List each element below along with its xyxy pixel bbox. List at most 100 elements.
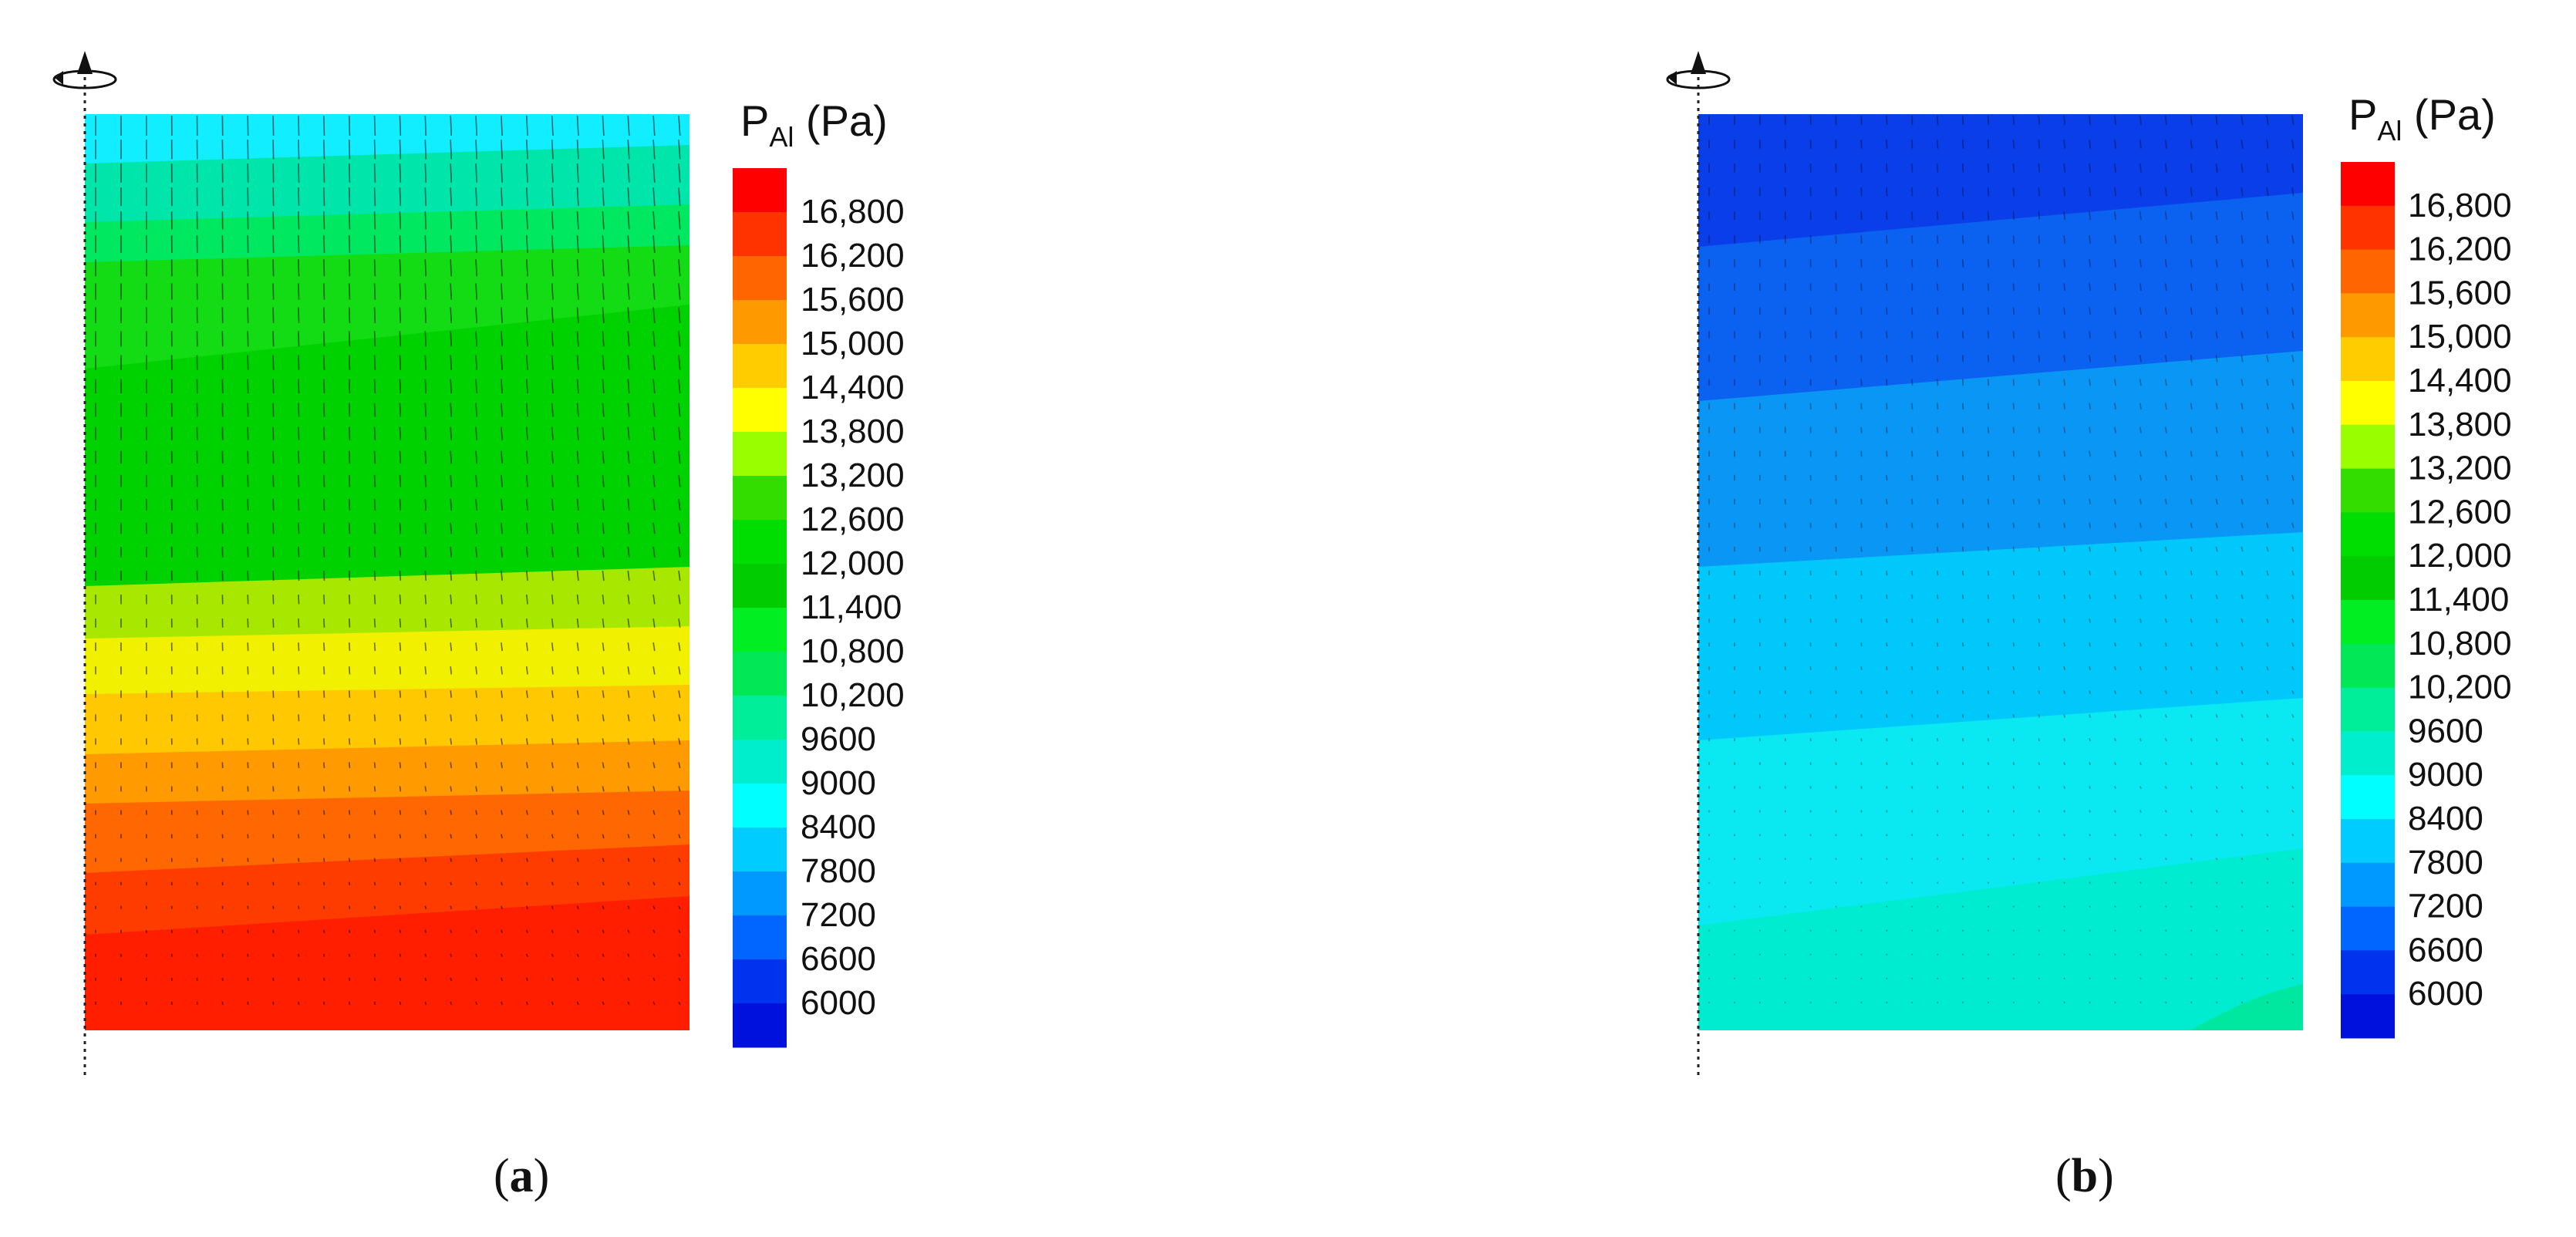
velocity-vector [298, 211, 300, 230]
velocity-vector [348, 331, 351, 347]
velocity-vector [2266, 810, 2269, 813]
velocity-vector [678, 163, 681, 183]
velocity-vector [525, 403, 528, 417]
velocity-vector [551, 474, 554, 487]
velocity-vector [2190, 786, 2193, 789]
velocity-vector [475, 474, 477, 487]
velocity-vector [602, 977, 605, 982]
velocity-vector [2114, 403, 2116, 410]
velocity-vector [323, 595, 325, 605]
velocity-vector [1987, 905, 1990, 908]
velocity-vector [475, 283, 477, 300]
velocity-vector [298, 595, 300, 605]
velocity-vector [551, 1001, 554, 1006]
velocity-vector [1937, 403, 1939, 410]
colorbar-tick-label: 8400 [2408, 800, 2483, 838]
velocity-vector [2241, 307, 2244, 315]
velocity-vector [2215, 594, 2218, 599]
velocity-vector [2291, 450, 2294, 457]
velocity-vector [678, 403, 681, 417]
velocity-vector [652, 355, 656, 370]
velocity-vector [2266, 570, 2269, 576]
velocity-vector [526, 858, 528, 862]
velocity-vector [2089, 834, 2091, 837]
velocity-vector [2241, 187, 2244, 197]
velocity-vector [272, 977, 275, 981]
velocity-vector [2012, 139, 2015, 149]
velocity-vector [1886, 235, 1888, 244]
velocity-vector [551, 163, 554, 183]
velocity-vector [2241, 929, 2244, 932]
velocity-vector [272, 355, 275, 370]
velocity-vector [1937, 929, 1939, 932]
velocity-vector [1961, 953, 1964, 956]
velocity-vector [424, 235, 427, 253]
velocity-vector [348, 522, 351, 534]
contour-band [85, 245, 690, 369]
velocity-vector [2241, 235, 2244, 244]
velocity-vector [1911, 115, 1913, 126]
velocity-vector [2012, 1001, 2015, 1004]
contour-band [85, 567, 690, 639]
contour-band [1698, 698, 2303, 926]
velocity-vector [2063, 283, 2066, 292]
velocity-vector [1911, 403, 1913, 410]
velocity-vector [652, 1001, 656, 1006]
velocity-vector [298, 953, 300, 957]
velocity-vector [348, 259, 351, 277]
velocity-vector [424, 307, 427, 323]
velocity-vector [298, 666, 300, 675]
velocity-vector [450, 259, 453, 277]
velocity-vector [475, 426, 477, 440]
velocity-vector [2089, 810, 2091, 813]
velocity-vector [1886, 140, 1888, 149]
velocity-vector [652, 331, 656, 347]
velocity-vector [652, 522, 656, 534]
velocity-vector [424, 834, 427, 839]
velocity-vector [1987, 1001, 1990, 1004]
velocity-vector [2089, 235, 2091, 244]
velocity-vector [1937, 426, 1939, 433]
velocity-vector [2089, 211, 2091, 221]
velocity-vector [652, 929, 656, 934]
colorbar-title-b: PAl (Pa) [2348, 90, 2496, 147]
velocity-vector [2291, 594, 2294, 599]
velocity-vector [475, 235, 477, 253]
velocity-vector [323, 522, 325, 534]
contour-band [85, 685, 690, 755]
contour-band [1698, 114, 2303, 248]
velocity-vector [1911, 929, 1913, 932]
velocity-vector [272, 331, 275, 347]
velocity-vector [373, 283, 376, 300]
velocity-vector [2063, 498, 2066, 504]
velocity-vector [298, 426, 300, 440]
velocity-vector [602, 355, 605, 370]
velocity-vector [627, 618, 630, 628]
velocity-vector [2215, 331, 2218, 339]
velocity-vector [2190, 450, 2193, 457]
velocity-vector [525, 235, 528, 253]
velocity-vector [2063, 426, 2066, 433]
velocity-vector [678, 450, 681, 464]
velocity-vector [551, 881, 554, 886]
velocity-vector [2190, 403, 2193, 410]
velocity-vector [2063, 858, 2065, 861]
velocity-vector [323, 1001, 325, 1005]
velocity-vector [551, 187, 554, 207]
velocity-vector [2038, 977, 2040, 980]
velocity-vector [2190, 355, 2193, 362]
velocity-vector [602, 642, 605, 652]
velocity-vector [525, 474, 528, 487]
colorbar-tick-label: 11,400 [2408, 581, 2509, 618]
velocity-vector [2241, 810, 2244, 813]
velocity-vector [475, 953, 477, 957]
velocity-vector [2114, 1001, 2116, 1004]
colorbar-swatch [733, 871, 787, 916]
velocity-vector [2190, 594, 2193, 599]
velocity-vector [678, 115, 681, 137]
velocity-vector [551, 426, 554, 440]
contour-band [1698, 351, 2303, 568]
velocity-vector [501, 331, 503, 347]
velocity-vector [678, 834, 681, 839]
velocity-vector [1937, 762, 1939, 766]
